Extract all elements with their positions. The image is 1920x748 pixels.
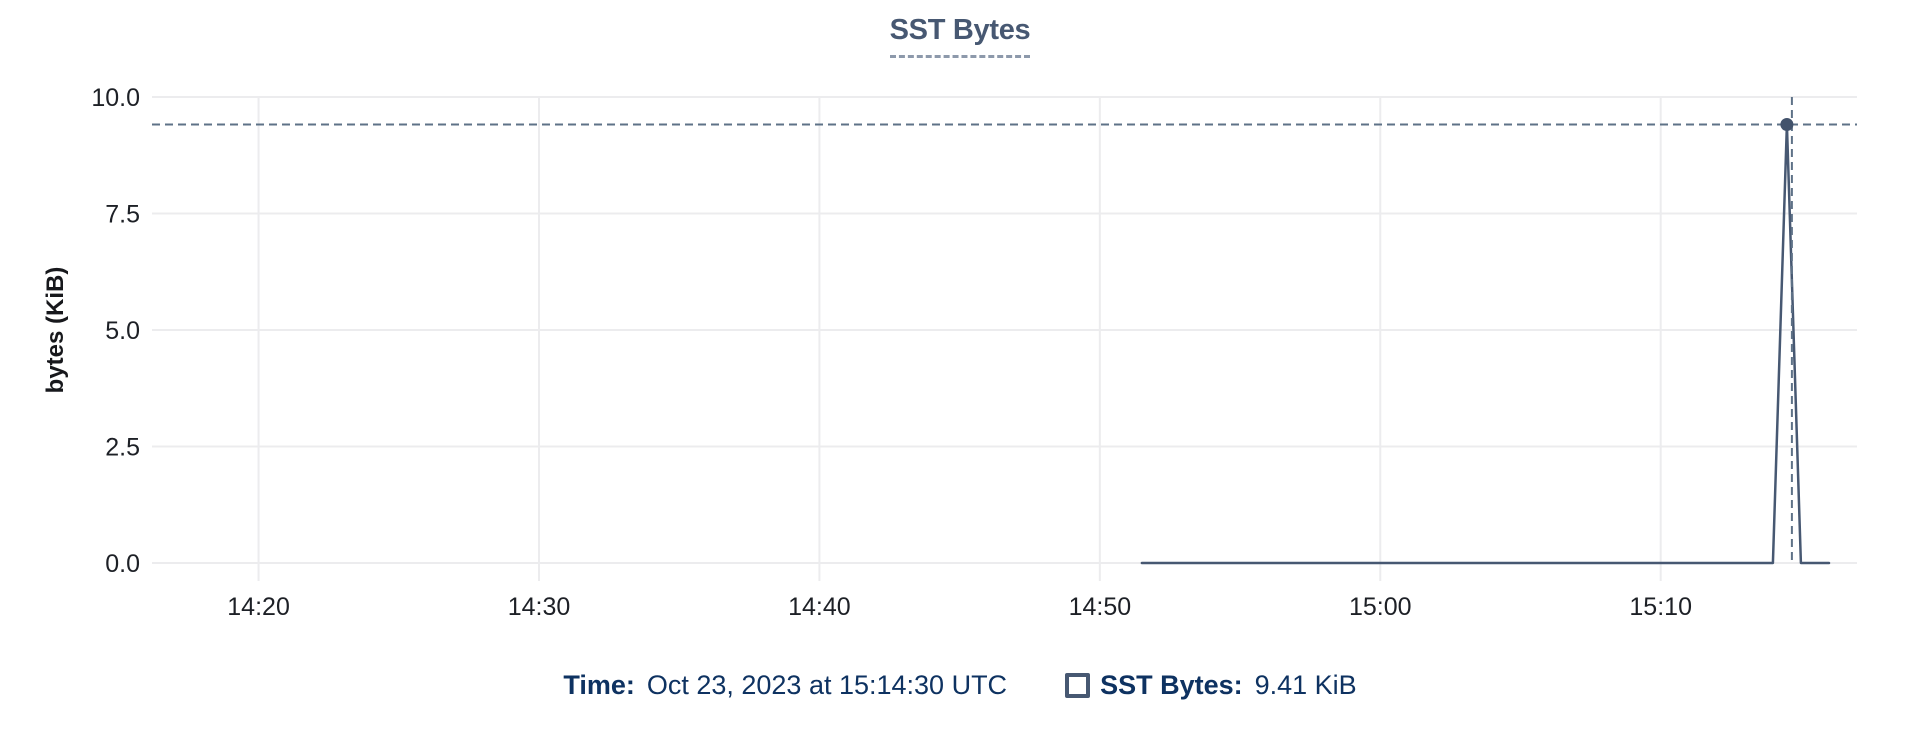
x-tick-label: 14:30: [508, 593, 571, 621]
x-tick-label: 15:10: [1629, 593, 1692, 621]
legend-row: Time: Oct 23, 2023 at 15:14:30 UTC SST B…: [0, 670, 1920, 701]
hovered-data-point: [1780, 117, 1794, 131]
tooltip-time-value: Oct 23, 2023 at 15:14:30 UTC: [646, 670, 1008, 700]
y-tick-label: 0.0: [105, 550, 140, 578]
chart-plot-area[interactable]: 0.0 2.5 5.0 7.5 10.0 14:20 14:30 14:40 14:50 15:0…: [0, 0, 1920, 660]
y-tick-label: 7.5: [105, 201, 140, 229]
y-axis-label: bytes (KiB): [42, 266, 69, 394]
chart-title[interactable]: SST Bytes: [889, 14, 1031, 58]
series-name-label: SST Bytes:: [1100, 670, 1243, 700]
y-tick-label: 2.5: [105, 434, 140, 462]
chart-header: SST Bytes: [0, 14, 1920, 58]
x-tick-label: 15:00: [1349, 593, 1412, 621]
x-tick-label: 14:40: [788, 593, 851, 621]
y-tick-label: 5.0: [105, 317, 140, 345]
series-value: 9.41 KiB: [1254, 670, 1357, 700]
y-tick-label: 10.0: [91, 84, 140, 112]
series-checkbox[interactable]: [1065, 673, 1091, 698]
legend-series-item: SST Bytes: 9.41 KiB: [1065, 670, 1357, 701]
x-tick-label: 14:20: [227, 593, 290, 621]
x-tick-label: 14:50: [1069, 593, 1132, 621]
tooltip-time-label: Time:: [563, 670, 635, 700]
series-line: [1140, 123, 1831, 565]
